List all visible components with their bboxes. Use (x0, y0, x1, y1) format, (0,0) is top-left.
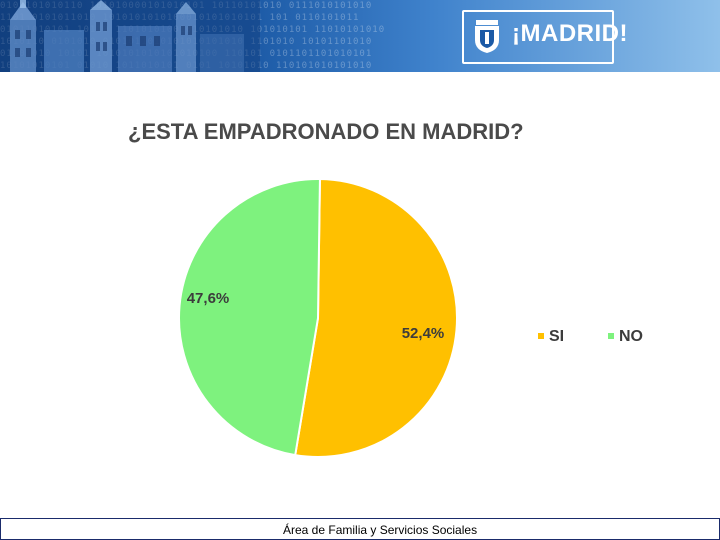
legend-label-no: NO (619, 328, 643, 345)
brand-text: ¡MADRID! (512, 20, 628, 47)
legend-swatch-no (608, 333, 614, 339)
coat-of-arms-icon (475, 20, 499, 53)
legend-label-si: SI (549, 328, 564, 345)
pie-slice-si (294, 177, 458, 458)
pie-slice-no (178, 178, 321, 457)
chart-title: ¿ESTA EMPADRONADO EN MADRID? (128, 119, 524, 144)
legend-swatch-si (538, 333, 544, 339)
madrid-logo: ¡MADRID! (462, 10, 627, 64)
footer-bar: Área de Familia y Servicios Sociales (0, 518, 720, 540)
slice-label-no: 47,6% (187, 290, 230, 307)
cibeles-palace-image (0, 0, 260, 72)
header-banner: 0101101010110 101010000101010101 1011010… (0, 0, 720, 72)
footer-text: Área de Familia y Servicios Sociales (283, 523, 478, 537)
slice-label-si: 52,4% (402, 325, 445, 342)
